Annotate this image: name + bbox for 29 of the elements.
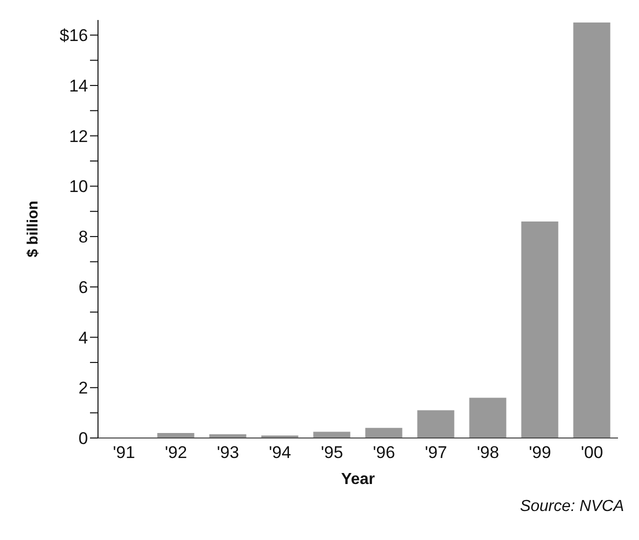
y-tick-label: 6 — [78, 278, 88, 297]
x-tick-label: '94 — [268, 443, 292, 462]
bar — [573, 22, 610, 438]
x-tick-label: '97 — [424, 443, 448, 462]
bar — [417, 410, 454, 438]
x-tick-label: '91 — [112, 443, 136, 462]
source-note: Source: NVCA — [518, 498, 625, 516]
y-tick-label: 0 — [78, 429, 88, 448]
x-tick-label: '96 — [372, 443, 396, 462]
y-tick-label: 8 — [78, 228, 88, 247]
x-tick-label: '93 — [216, 443, 240, 462]
bar — [521, 221, 558, 438]
y-tick-label: 4 — [78, 328, 88, 348]
y-tick-label: $16 — [60, 26, 88, 46]
y-tick-label: 12 — [69, 126, 88, 146]
bar — [365, 428, 402, 438]
x-tick-label: '92 — [164, 443, 188, 462]
x-tick-label: '98 — [476, 443, 500, 462]
bar — [209, 434, 246, 438]
y-tick-label: 2 — [78, 378, 88, 398]
y-axis-title: $ billion — [24, 200, 42, 258]
bar — [469, 398, 506, 438]
y-tick-label: 10 — [69, 177, 88, 196]
x-axis-title: Year — [341, 471, 375, 488]
x-tick-label: '99 — [528, 443, 552, 462]
y-tick-label: 14 — [69, 76, 88, 96]
bar — [313, 432, 350, 438]
x-tick-label: '95 — [320, 443, 344, 462]
x-tick-label: '00 — [580, 443, 604, 462]
